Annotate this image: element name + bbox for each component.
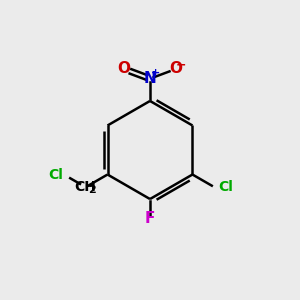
Text: O: O bbox=[169, 61, 182, 76]
Text: −: − bbox=[176, 58, 187, 71]
Text: CH: CH bbox=[75, 180, 97, 194]
Text: +: + bbox=[151, 68, 160, 78]
Text: Cl: Cl bbox=[49, 167, 63, 182]
Text: F: F bbox=[145, 211, 155, 226]
Text: 2: 2 bbox=[88, 185, 96, 195]
Text: N: N bbox=[144, 71, 156, 86]
Text: Cl: Cl bbox=[218, 180, 233, 194]
Text: O: O bbox=[118, 61, 130, 76]
